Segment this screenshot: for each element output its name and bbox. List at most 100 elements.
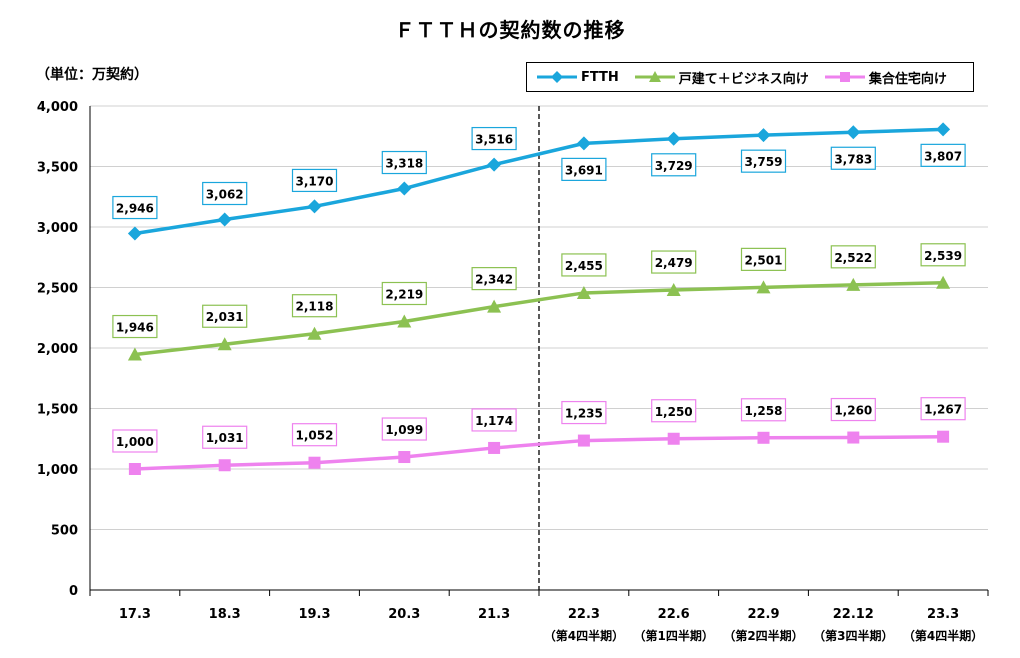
y-tick-label: 3,000 bbox=[37, 221, 78, 236]
data-point-triangle bbox=[756, 280, 771, 294]
data-point-square bbox=[128, 463, 141, 475]
data-label-box bbox=[740, 398, 787, 422]
data-label-box bbox=[112, 429, 158, 453]
data-label: 1,174 bbox=[475, 414, 513, 428]
data-label: 2,522 bbox=[834, 251, 872, 265]
data-point-triangle bbox=[217, 337, 232, 351]
data-label: 2,479 bbox=[655, 256, 693, 270]
data-label: 3,516 bbox=[475, 133, 513, 147]
y-tick-label: 2,500 bbox=[37, 282, 78, 297]
x-tick-label: 22.6 bbox=[658, 607, 690, 622]
data-point-square bbox=[488, 441, 501, 454]
unit-label: （単位：万契約） bbox=[36, 67, 148, 83]
data-point-diamond bbox=[936, 122, 951, 137]
y-tick-label: 3,500 bbox=[37, 161, 78, 176]
data-point-diamond bbox=[397, 181, 412, 196]
data-label-box bbox=[291, 423, 338, 447]
data-point-triangle bbox=[487, 299, 502, 313]
legend-item-ftth: FTTH bbox=[537, 70, 619, 85]
data-label: 1,946 bbox=[116, 321, 154, 335]
legend-item-detached-business: 戸建て＋ビジネス向け bbox=[634, 68, 809, 87]
data-label-box bbox=[471, 267, 517, 291]
data-point-diamond bbox=[307, 199, 322, 214]
legend-label: FTTH bbox=[581, 69, 619, 85]
x-tick-label: 22.9 bbox=[747, 607, 779, 622]
x-tick-label: 19.3 bbox=[298, 607, 330, 622]
data-label: 1,260 bbox=[834, 404, 872, 418]
data-label-box bbox=[920, 143, 966, 167]
data-point-square bbox=[667, 432, 680, 445]
x-tick-sublabel: （第4四半期） bbox=[544, 628, 624, 643]
data-label-box bbox=[561, 157, 607, 181]
data-label: 3,170 bbox=[296, 174, 334, 188]
data-label: 3,691 bbox=[565, 163, 603, 177]
y-tick-label: 500 bbox=[51, 524, 78, 539]
data-label-box bbox=[651, 399, 697, 423]
data-label-box bbox=[202, 304, 248, 328]
x-tick-label: 20.3 bbox=[388, 607, 420, 622]
data-label-box bbox=[830, 245, 876, 269]
data-label: 1,031 bbox=[206, 431, 244, 445]
data-label-box bbox=[381, 150, 427, 175]
data-point-triangle bbox=[127, 347, 142, 361]
data-point-diamond bbox=[576, 136, 591, 151]
legend: FTTH 戸建て＋ビジネス向け 集合住宅向け bbox=[526, 62, 974, 92]
data-label: 1,258 bbox=[745, 404, 783, 418]
data-point-square bbox=[757, 431, 770, 444]
y-tick-label: 0 bbox=[69, 584, 78, 599]
data-point-diamond bbox=[487, 157, 502, 172]
data-label-box bbox=[202, 181, 248, 206]
data-label: 1,052 bbox=[296, 429, 334, 443]
data-label-box bbox=[740, 149, 787, 173]
data-point-triangle bbox=[936, 275, 951, 289]
data-label: 3,729 bbox=[655, 159, 693, 173]
data-label: 1,099 bbox=[385, 423, 423, 437]
data-label-box bbox=[651, 153, 697, 177]
legend-label: 集合住宅向け bbox=[868, 71, 947, 87]
data-label-box bbox=[830, 146, 876, 170]
data-label: 1,250 bbox=[655, 405, 693, 419]
data-label-box bbox=[830, 397, 876, 422]
x-tick-label: 17.3 bbox=[119, 607, 151, 622]
data-label: 3,759 bbox=[745, 155, 783, 169]
data-point-triangle bbox=[307, 326, 322, 340]
series-line bbox=[134, 281, 944, 357]
x-tick-label: 23.3 bbox=[927, 607, 959, 622]
data-point-triangle bbox=[846, 277, 861, 291]
x-tick-sublabel: （第2四半期） bbox=[723, 628, 803, 643]
data-label: 2,031 bbox=[206, 310, 244, 324]
data-label-box bbox=[291, 294, 338, 318]
y-tick-label: 2,000 bbox=[37, 342, 78, 357]
x-tick-sublabel: （第4四半期） bbox=[903, 628, 983, 643]
data-label: 2,455 bbox=[565, 259, 603, 273]
data-label: 3,318 bbox=[385, 157, 423, 171]
data-label-box bbox=[651, 250, 697, 274]
data-point-diamond bbox=[666, 131, 681, 146]
data-label-box bbox=[561, 253, 607, 277]
data-label: 3,807 bbox=[924, 149, 962, 163]
legend-marker-diamond-icon bbox=[537, 71, 577, 83]
data-point-diamond bbox=[846, 125, 861, 140]
data-point-diamond bbox=[127, 226, 142, 241]
data-point-triangle bbox=[666, 283, 681, 297]
data-point-square bbox=[847, 431, 860, 444]
data-label: 2,342 bbox=[475, 273, 513, 287]
series-line bbox=[134, 434, 944, 471]
data-label: 3,062 bbox=[206, 187, 244, 201]
data-label: 2,946 bbox=[116, 202, 154, 216]
x-tick-label: 18.3 bbox=[209, 607, 241, 622]
data-label-box bbox=[291, 168, 338, 193]
data-label: 1,267 bbox=[924, 403, 962, 417]
x-tick-sublabel: （第1四半期） bbox=[634, 628, 714, 643]
data-label-box bbox=[471, 126, 517, 151]
x-tick-label: 21.3 bbox=[478, 607, 510, 622]
x-tick-sublabel: （第3四半期） bbox=[813, 628, 893, 643]
data-point-triangle bbox=[397, 314, 412, 328]
data-label-box bbox=[112, 195, 158, 220]
data-label-box bbox=[381, 417, 427, 441]
data-label-box bbox=[740, 247, 787, 271]
y-tick-label: 1,500 bbox=[37, 403, 78, 418]
y-tick-label: 1,000 bbox=[37, 463, 78, 478]
legend-marker-square-icon bbox=[824, 72, 865, 82]
